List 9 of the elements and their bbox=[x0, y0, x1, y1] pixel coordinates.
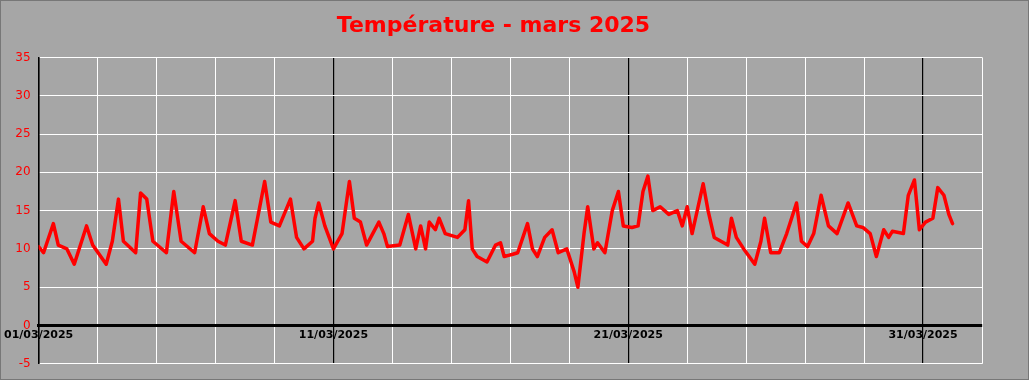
y-tick-label: -5 bbox=[18, 355, 31, 370]
y-tick-label: 25 bbox=[15, 126, 31, 141]
y-tick-label: 5 bbox=[22, 279, 31, 294]
y-tick-label: 20 bbox=[15, 164, 31, 179]
y-tick-label: 30 bbox=[15, 87, 31, 102]
y-tick-label: 35 bbox=[15, 49, 31, 64]
chart-title: Température - mars 2025 bbox=[336, 11, 651, 37]
y-tick-label: 10 bbox=[15, 241, 31, 256]
y-tick-label: 15 bbox=[15, 202, 31, 217]
